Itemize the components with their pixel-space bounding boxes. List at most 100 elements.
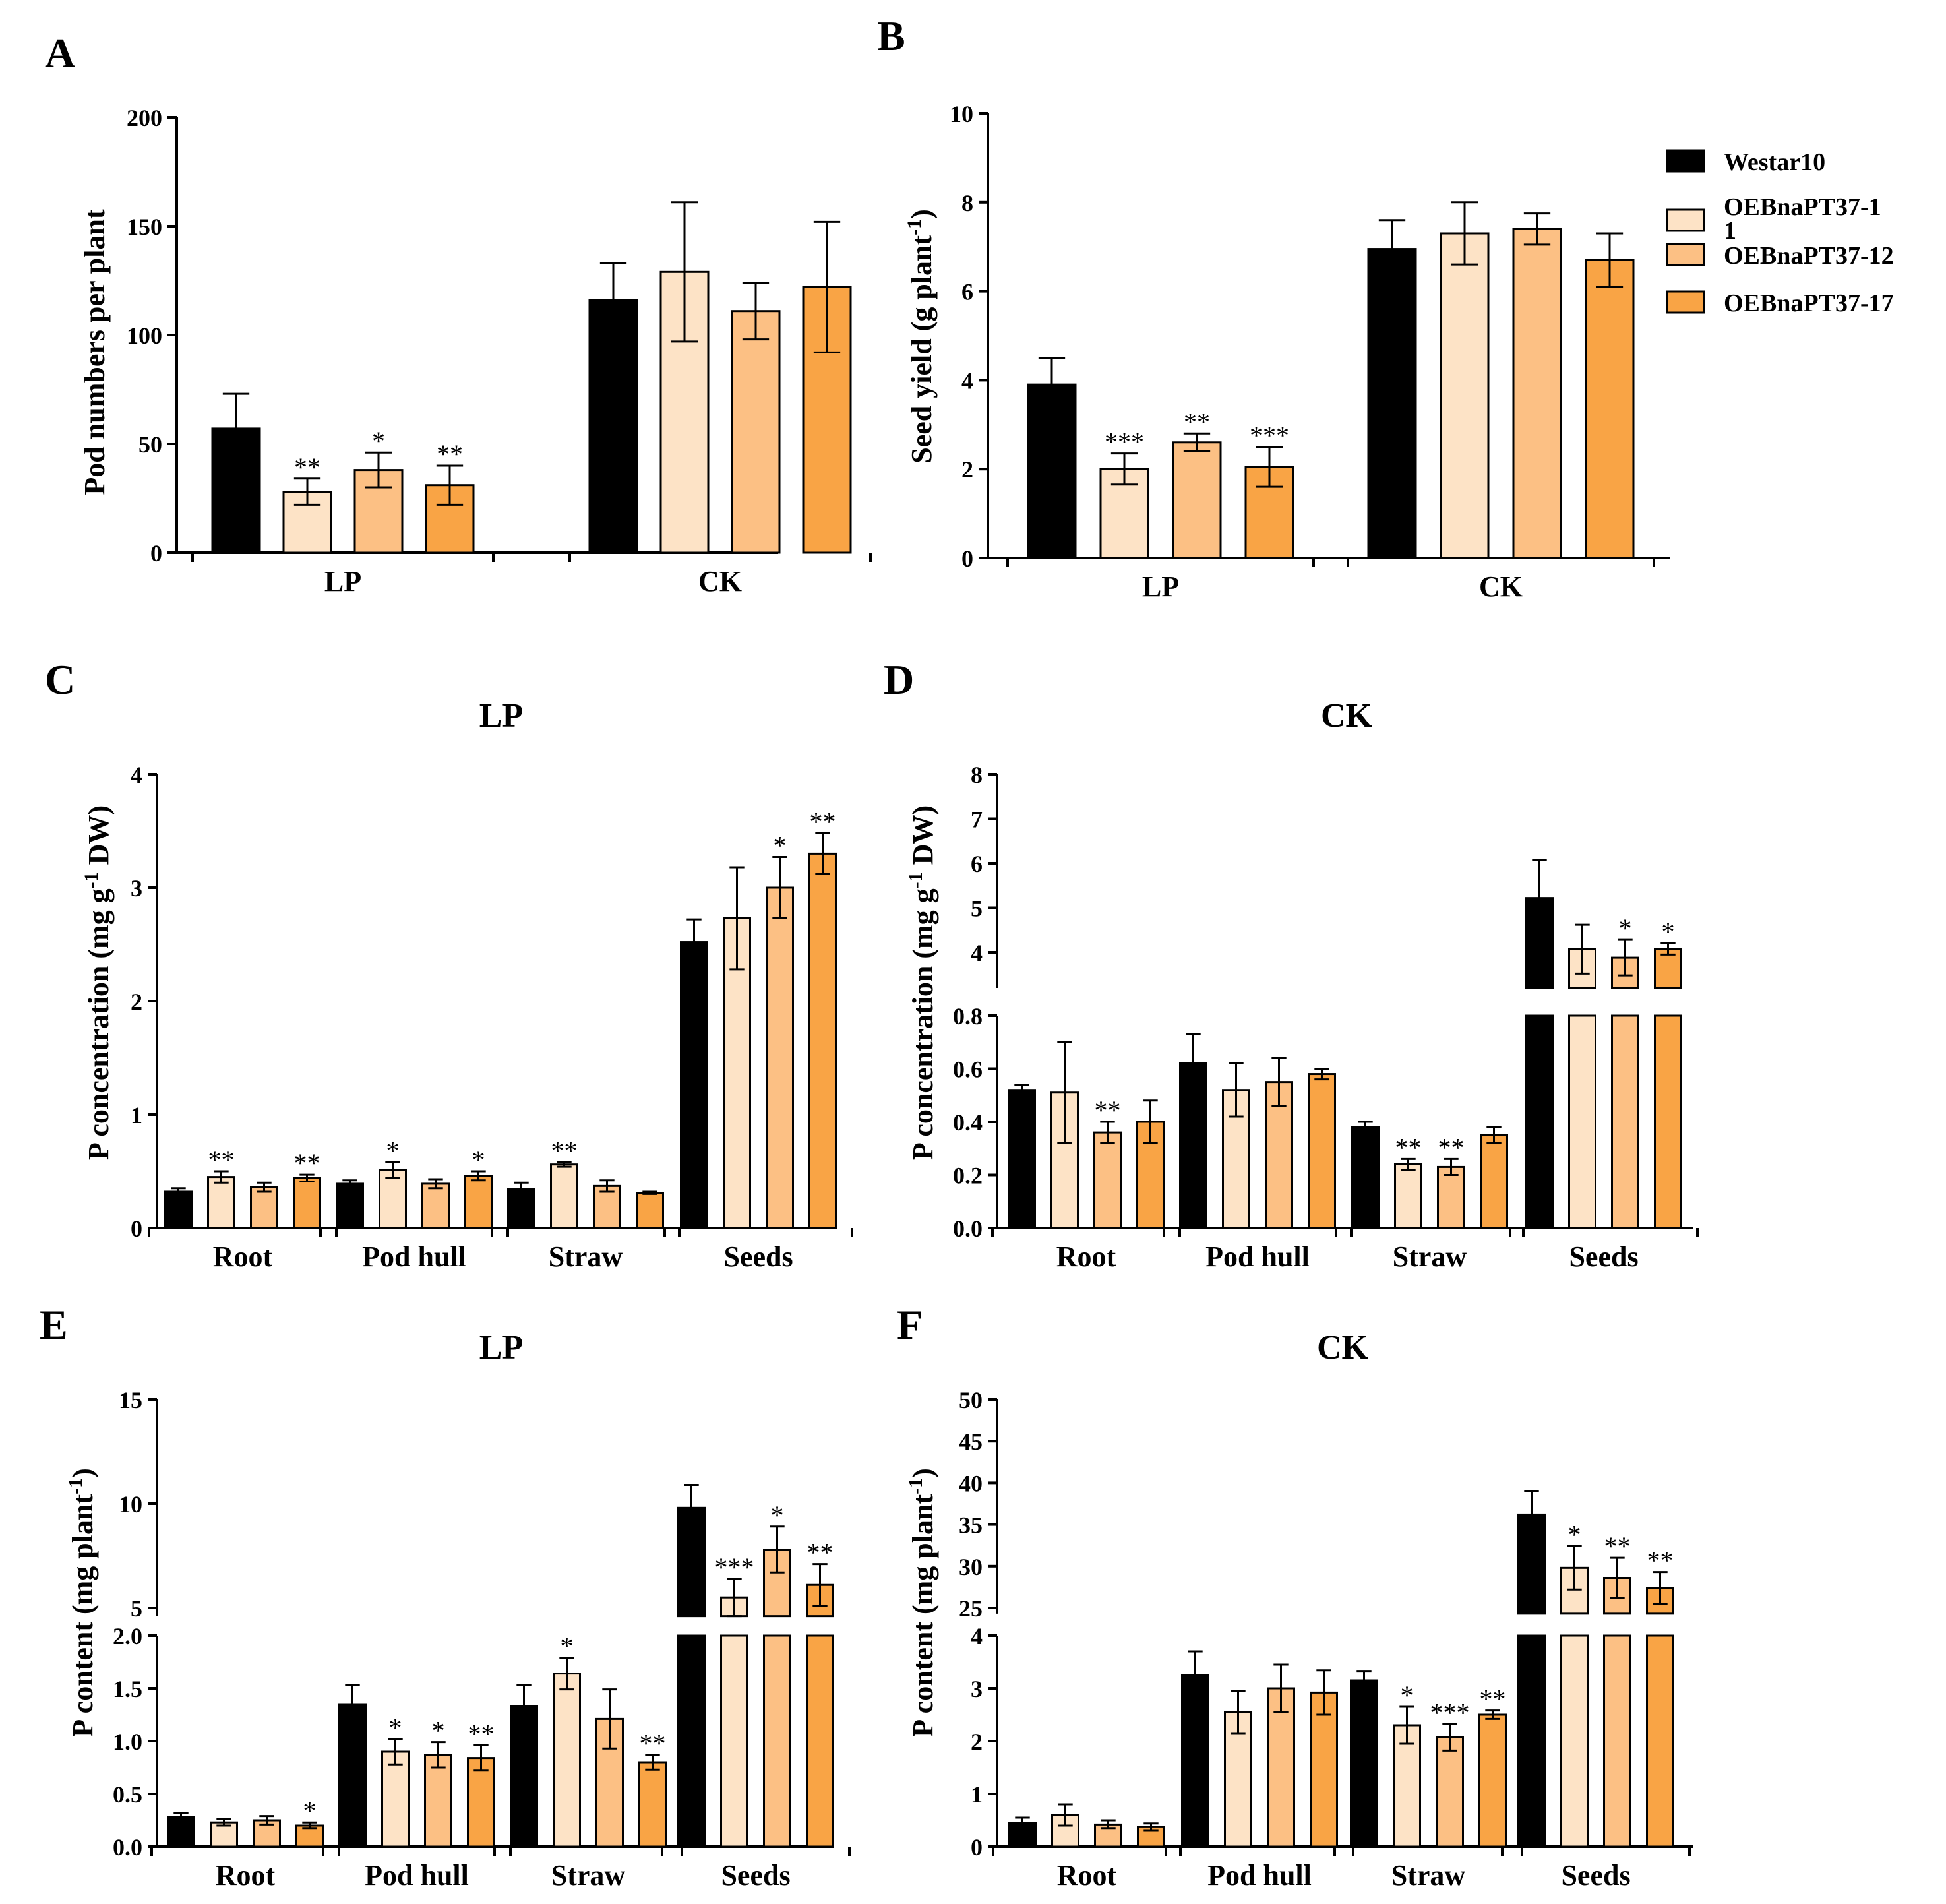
x-category-label: Pod hull xyxy=(365,1859,469,1891)
bar xyxy=(550,1163,578,1229)
significance-label: *** xyxy=(1430,1698,1470,1727)
significance-label: ** xyxy=(1438,1132,1465,1162)
significance-label: * xyxy=(1619,913,1632,943)
bar xyxy=(293,1177,321,1229)
significance-label: * xyxy=(472,1145,485,1175)
significance-label: * xyxy=(303,1796,317,1826)
y-tick-label: 1.5 xyxy=(113,1676,142,1702)
bar xyxy=(1611,1014,1639,1229)
y-axis-label-d: P concentration (mg g-1 DW) xyxy=(905,805,940,1160)
bar xyxy=(421,1182,450,1229)
y-tick-label: 7 xyxy=(971,807,983,833)
significance-label: ** xyxy=(294,452,320,482)
significance-label: * xyxy=(561,1632,574,1661)
y-tick-label: 0.5 xyxy=(113,1781,142,1808)
bar xyxy=(1172,441,1222,559)
y-tick-label: 0.6 xyxy=(953,1057,983,1083)
legend-swatch-oebnapt37-17 xyxy=(1666,290,1705,314)
bar xyxy=(464,1175,493,1229)
panel-title-f: CK xyxy=(1317,1329,1369,1367)
bar xyxy=(731,310,781,554)
bar xyxy=(1654,1014,1682,1229)
bar xyxy=(164,1190,193,1229)
y-tick-label: 0 xyxy=(971,1834,983,1860)
significance-label: * xyxy=(1568,1520,1581,1549)
y-tick-label: 2 xyxy=(971,1729,983,1755)
y-tick-label: 2 xyxy=(961,456,973,483)
bar xyxy=(381,1750,410,1848)
bar xyxy=(1267,1687,1295,1848)
significance-label: ** xyxy=(807,1538,834,1568)
y-tick-label: 100 xyxy=(127,322,162,349)
x-category-label: Root xyxy=(1056,1241,1116,1273)
bar xyxy=(1394,1163,1422,1229)
y-tick-label: 200 xyxy=(127,105,162,131)
bar xyxy=(1603,1634,1631,1848)
panel-title-d: CK xyxy=(1321,697,1373,735)
significance-label: ** xyxy=(437,439,463,469)
y-axis-label-a: Pod numbers per plant xyxy=(78,209,111,495)
x-category-label: CK xyxy=(1479,570,1523,603)
y-tick-label: 0.8 xyxy=(953,1003,983,1029)
bar xyxy=(1027,383,1077,559)
x-category-label: Root xyxy=(1057,1859,1117,1891)
y-tick-label: 0 xyxy=(150,540,162,567)
y-tick-label: 6 xyxy=(971,851,983,877)
x-category-label: Straw xyxy=(549,1241,623,1273)
chart-panel-d: 0.0 0.2 0.4 0.6 0.8 4 5 6 7 8 Root Pod hull Straw See… xyxy=(953,762,1699,1273)
x-category-label: LP xyxy=(1142,570,1179,603)
chart-panel-f: 0 1 2 3 425 30 35 40 45 50 Root Pod hull Straw Seeds *… xyxy=(959,1387,1693,1891)
legend-label-oebnapt37-17: OEBnaPT37-17 xyxy=(1724,290,1894,317)
bar xyxy=(1440,232,1490,559)
significance-label: ** xyxy=(1480,1684,1506,1714)
bar xyxy=(1093,1131,1122,1229)
y-axis-label-c: P concentration (mg g-1 DW) xyxy=(80,805,115,1160)
bar xyxy=(680,941,708,1229)
significance-label: ** xyxy=(551,1136,578,1165)
legend-swatch-oebnapt37-11 xyxy=(1666,208,1705,232)
legend-swatch-westar10 xyxy=(1666,149,1705,173)
x-category-label: Pod hull xyxy=(362,1241,466,1273)
bar xyxy=(1351,1126,1380,1229)
significance-label: ** xyxy=(1395,1132,1422,1162)
bar xyxy=(1646,1634,1674,1848)
bar xyxy=(424,1754,452,1848)
x-category-label: CK xyxy=(698,565,742,598)
x-category-label: Straw xyxy=(551,1859,626,1891)
y-tick-label: 4 xyxy=(961,367,973,394)
legend-swatch-oebnapt37-12 xyxy=(1666,243,1705,266)
y-tick-label: 150 xyxy=(127,214,162,240)
significance-label: * xyxy=(386,1136,400,1165)
panel-title-c: LP xyxy=(479,697,523,735)
bar xyxy=(1560,1634,1589,1848)
x-category-label: Seeds xyxy=(721,1859,790,1891)
y-tick-label: 10 xyxy=(119,1491,142,1518)
y-tick-label: 40 xyxy=(959,1470,983,1496)
significance-label: ** xyxy=(640,1729,666,1758)
y-tick-label: 30 xyxy=(959,1554,983,1580)
significance-label: ** xyxy=(1095,1095,1121,1125)
y-tick-label: 1 xyxy=(131,1102,142,1128)
x-category-label: LP xyxy=(324,565,361,598)
y-tick-label: 0 xyxy=(131,1215,142,1242)
y-tick-label: 4 xyxy=(971,1623,983,1649)
y-tick-label: 3 xyxy=(131,875,142,902)
bar xyxy=(553,1673,581,1848)
y-tick-label: 45 xyxy=(959,1428,983,1455)
y-tick-label: 2.0 xyxy=(113,1623,142,1649)
y-tick-label: 1.0 xyxy=(113,1729,142,1755)
y-tick-label: 5 xyxy=(131,1595,142,1622)
x-category-label: Seeds xyxy=(1569,1241,1638,1273)
bar xyxy=(593,1184,621,1229)
y-tick-label: 8 xyxy=(971,762,983,788)
bar xyxy=(1436,1736,1464,1848)
significance-label: ** xyxy=(1604,1531,1631,1561)
y-tick-label: 0 xyxy=(961,545,973,572)
panel-letter-b: B xyxy=(877,13,905,59)
x-category-label: Root xyxy=(213,1241,273,1273)
x-category-label: Seeds xyxy=(1561,1859,1630,1891)
bar xyxy=(763,1634,791,1848)
significance-label: *** xyxy=(715,1552,754,1582)
